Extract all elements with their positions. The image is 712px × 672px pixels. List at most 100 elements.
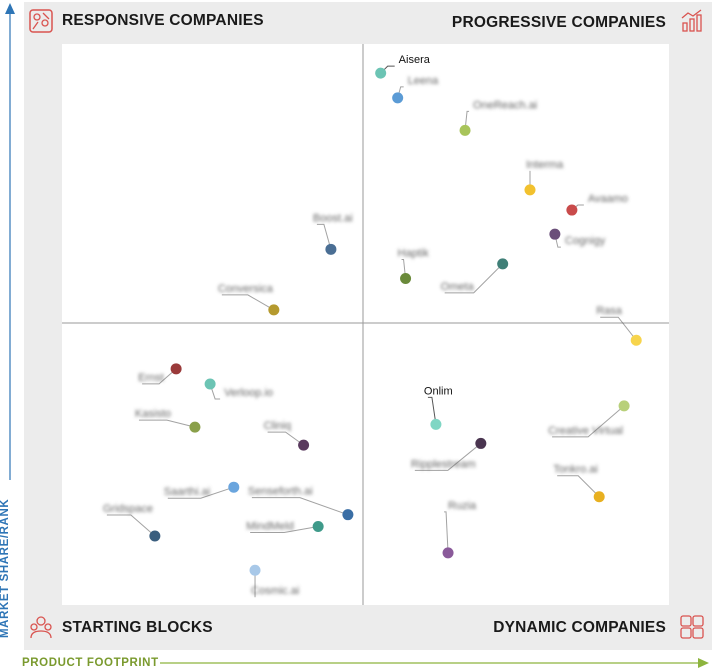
quadrant-title-starting-blocks: STARTING BLOCKS — [62, 619, 213, 636]
company-dot — [375, 67, 387, 79]
company-label: Conversica — [218, 283, 274, 295]
company-label: Tonkro.ai — [553, 464, 598, 476]
leader-line — [106, 514, 156, 537]
company-dot — [442, 547, 454, 559]
leader-line — [464, 110, 470, 131]
company-point: Haptik — [398, 247, 430, 284]
company-point: Rasa — [596, 305, 642, 346]
quadrant-title-progressive: PROGRESSIVE COMPANIES — [451, 14, 666, 31]
company-dot — [312, 520, 324, 532]
leader-line — [414, 443, 482, 471]
company-point: Leena — [392, 75, 439, 104]
leader-line — [167, 486, 234, 499]
company-label: Onlim — [424, 385, 453, 397]
company-label: Aisera — [399, 54, 431, 66]
company-label: Verloop.io — [224, 387, 273, 399]
dynamic-companies-icon — [680, 615, 704, 639]
company-dot — [342, 509, 354, 521]
company-point: Gridspace — [103, 503, 161, 542]
quadrant-title-dynamic: DYNAMIC COMPANIES — [493, 619, 666, 636]
company-dot — [268, 304, 280, 316]
company-dot — [204, 378, 216, 390]
leader-line — [552, 405, 625, 438]
company-point: Aisera — [375, 54, 431, 79]
company-label: Ometa — [441, 281, 475, 293]
leader-line — [221, 294, 275, 311]
company-label: Saarthi.ai — [164, 486, 210, 498]
leader-line — [250, 525, 319, 533]
company-label: Creative Virtual — [548, 425, 623, 437]
company-dot — [400, 272, 412, 284]
company-dot — [298, 439, 310, 451]
company-label: Avaamo — [588, 193, 628, 205]
company-dot — [475, 437, 487, 449]
leader-line — [138, 419, 196, 428]
company-point: Cosmic.ai — [249, 564, 299, 598]
company-label: Boost.ai — [313, 212, 353, 224]
company-label: MindMeld — [246, 520, 294, 532]
company-dot — [430, 418, 442, 430]
company-point: MindMeld — [246, 520, 324, 533]
company-dot — [459, 124, 471, 136]
leader-line — [251, 497, 349, 516]
leader-line — [427, 396, 437, 425]
x-axis-arrow — [160, 658, 709, 668]
leader-line — [142, 368, 177, 385]
leader-line — [444, 263, 504, 294]
company-point: Tonkro.ai — [553, 464, 605, 503]
company-label: Cliniq — [264, 420, 292, 432]
company-label: Leena — [408, 75, 439, 87]
company-point: Senseforth.ai — [248, 486, 354, 521]
company-dot — [566, 204, 578, 216]
company-point: Kasisto — [135, 408, 201, 433]
company-point: Interma — [524, 159, 564, 196]
company-label: Senseforth.ai — [248, 486, 313, 498]
company-dot — [392, 92, 404, 104]
company-point: OneReach.ai — [459, 99, 537, 136]
company-dot — [524, 184, 536, 196]
company-dot — [149, 530, 161, 542]
scatter-chart: Aisera Leena OneReach.ai Interma Avaamo Cogni… — [62, 44, 669, 605]
responsive-companies-icon — [29, 9, 53, 33]
y-axis-arrow — [5, 3, 15, 480]
company-point: Ripplestream — [411, 437, 487, 471]
company-label: Rasa — [596, 305, 623, 317]
starting-blocks-icon — [30, 616, 52, 639]
company-dot — [189, 421, 201, 433]
company-point: Verloop.io — [204, 378, 273, 400]
progressive-companies-icon — [681, 9, 702, 32]
plot-area: Aisera Leena OneReach.ai Interma Avaamo Cogni… — [62, 44, 669, 605]
leader-line — [444, 511, 449, 553]
company-label: Kasisto — [135, 408, 171, 420]
company-dot — [228, 481, 240, 493]
company-dot — [630, 334, 642, 346]
company-point: Avaamo — [566, 193, 628, 216]
leader-line — [600, 316, 637, 341]
company-dot — [497, 258, 509, 270]
company-label: OneReach.ai — [473, 99, 537, 111]
leader-line — [401, 258, 407, 279]
company-label: Haptik — [398, 247, 430, 259]
x-axis-label: PRODUCT FOOTPRINT — [22, 657, 159, 669]
company-dot — [593, 491, 605, 503]
y-axis-label: MARKET SHARE/RANK — [0, 498, 11, 638]
quadrant-title-responsive: RESPONSIVE COMPANIES — [62, 12, 264, 29]
company-point: Ruzia — [442, 500, 477, 559]
company-label: Gridspace — [103, 503, 153, 515]
company-point: Cliniq — [264, 420, 310, 451]
company-dot — [249, 564, 261, 576]
company-label: Ripplestream — [411, 458, 476, 470]
company-point: Ometa — [441, 258, 509, 294]
leader-line — [557, 475, 600, 498]
company-point: Boost.ai — [313, 212, 353, 255]
company-point: Creative Virtual — [548, 400, 630, 438]
company-point: Onlim — [424, 385, 453, 430]
leader-line — [316, 223, 332, 250]
company-point: Conversica — [218, 283, 280, 316]
company-label: Ernst — [138, 372, 164, 384]
company-label: Interma — [526, 159, 564, 171]
company-label: Ruzia — [448, 500, 477, 512]
company-point: Ernst — [138, 363, 182, 385]
company-dot — [549, 228, 561, 240]
company-point: Cognigy — [549, 228, 606, 248]
